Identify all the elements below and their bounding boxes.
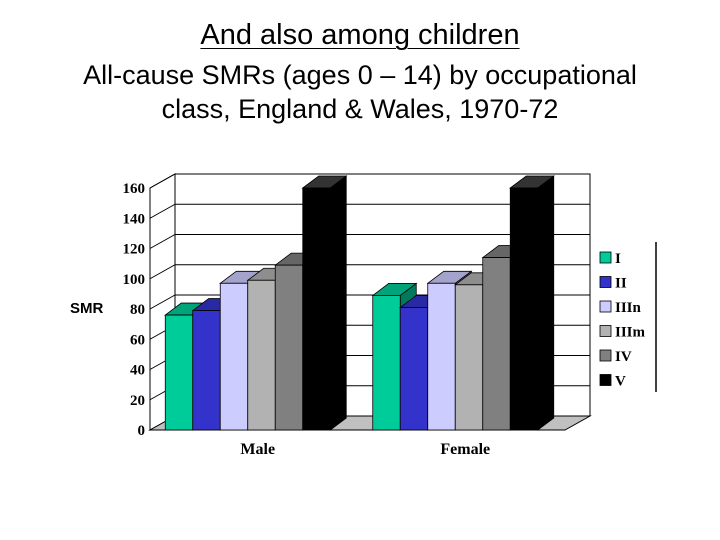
bar-female-i	[372, 294, 401, 431]
bar-female-iiim	[454, 284, 484, 431]
slide-title: And also among children	[200, 19, 520, 51]
y-tick-label: 20	[130, 393, 145, 409]
bar-male-iiim	[247, 279, 276, 431]
legend-label-iiin: IIIn	[615, 300, 642, 316]
legend-swatch-iiim	[599, 325, 612, 337]
y-axis-label: SMR	[70, 300, 104, 317]
y-tick-label: 80	[130, 302, 145, 318]
bar-female-v-side	[537, 175, 555, 431]
slide-subtitle-line-2: class, England & Wales, 1970-72	[161, 94, 559, 124]
gridline-side	[149, 264, 176, 280]
gridline-side	[149, 173, 176, 189]
x-tick-label: Male	[240, 441, 275, 458]
legend-label-i: I	[615, 251, 621, 267]
y-tick-label: 120	[123, 242, 146, 258]
bar-male-i	[164, 314, 194, 431]
bar-female-v	[509, 187, 539, 431]
legend-swatch-iv	[599, 349, 612, 362]
legend-label-ii: II	[615, 276, 627, 292]
bar-male-v	[302, 187, 331, 431]
legend-box	[594, 242, 656, 392]
bar-male-iiin	[219, 282, 249, 431]
bar-female-iiin	[427, 282, 456, 431]
legend-swatch-ii	[599, 276, 612, 288]
gridline-side	[149, 203, 176, 219]
y-tick-label: 160	[123, 181, 146, 197]
bar-male-iv	[274, 264, 304, 431]
gridline-side	[149, 234, 176, 249]
bar-male-v-side	[329, 175, 347, 431]
legend-label-iv: IV	[615, 349, 632, 365]
y-tick-label: 100	[123, 272, 146, 288]
legend-label-v: V	[615, 374, 626, 390]
legend-swatch-i	[599, 251, 612, 264]
y-tick-label: 60	[130, 332, 145, 348]
legend-label-iiim: IIIm	[615, 325, 646, 341]
bar-male-ii	[192, 310, 221, 431]
legend-swatch-iiin	[599, 300, 612, 313]
legend-swatch-v	[599, 374, 612, 386]
y-tick-label: 0	[138, 423, 146, 439]
slide-subtitle-line-1: All-cause SMRs (ages 0 – 14) by occupati…	[83, 60, 637, 90]
bar-female-iv	[482, 257, 511, 431]
bar-female-ii	[399, 307, 429, 431]
y-tick-label: 140	[123, 211, 146, 227]
x-tick-label: Female	[440, 441, 490, 458]
y-tick-label: 40	[130, 363, 145, 379]
gridline-side	[149, 294, 176, 310]
